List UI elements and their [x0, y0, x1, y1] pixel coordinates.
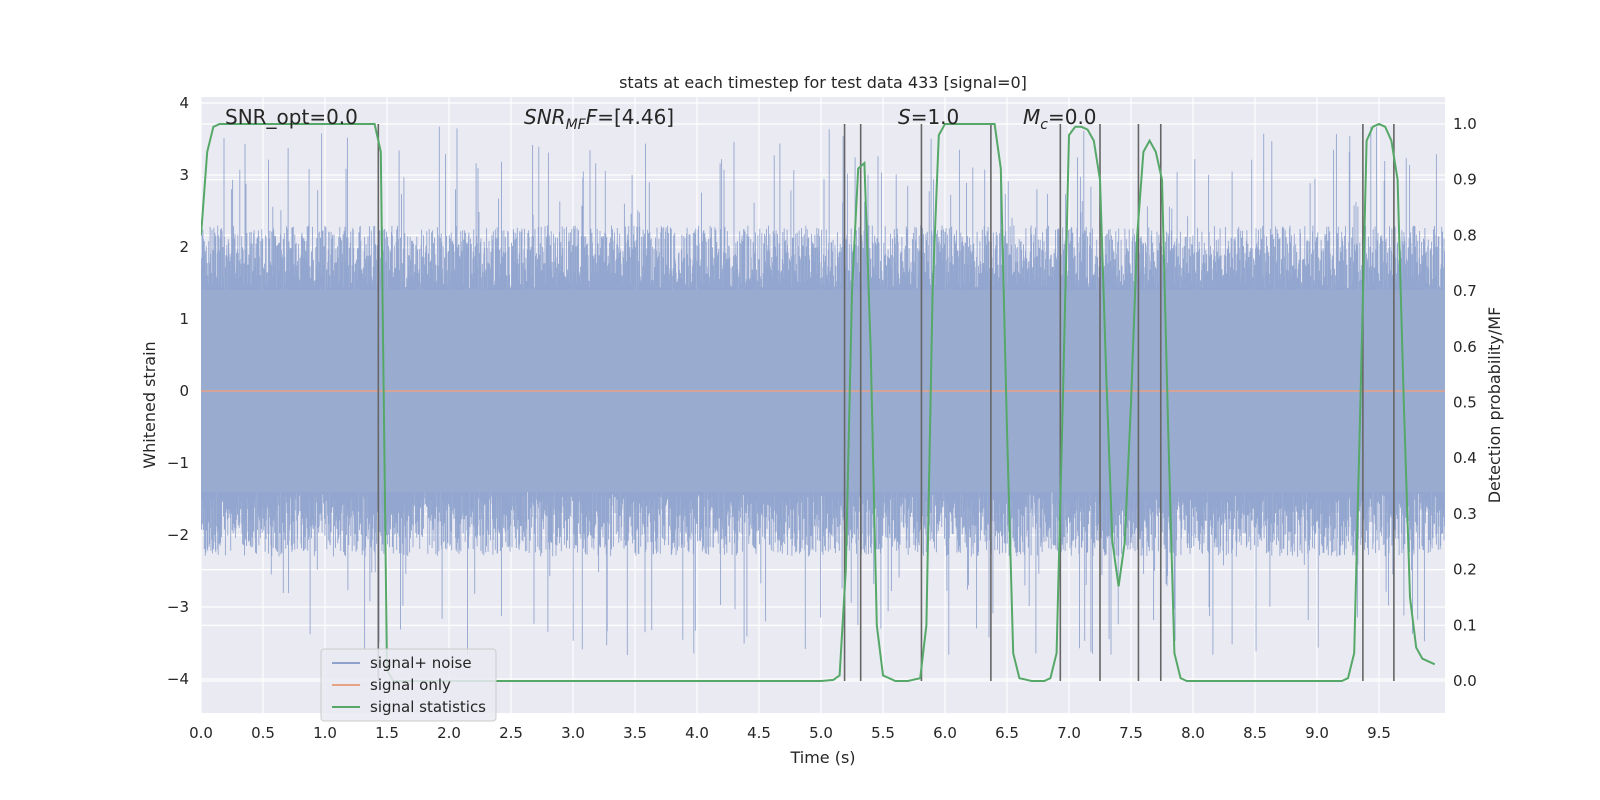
x-tick-label: 4.0 [685, 724, 709, 742]
legend-label-signal-only: signal only [370, 676, 451, 694]
y2-tick-label: 0.8 [1453, 226, 1477, 244]
y-tick-label: −2 [167, 526, 189, 544]
annotation-mc-sub: c [1040, 117, 1048, 133]
x-tick-label: 5.0 [809, 724, 833, 742]
chart-title: stats at each timestep for test data 433… [619, 73, 1027, 92]
y-tick-label: −4 [167, 670, 189, 688]
x-tick-label: 9.5 [1367, 724, 1391, 742]
y2-tick-label: 1.0 [1453, 115, 1477, 133]
annotation-snr-mf-sub: MF [566, 117, 587, 133]
annotation-snr-mf-value: =[4.46] [597, 105, 674, 129]
x-axis-ticks: 0.0 0.5 1.0 1.5 2.0 2.5 3.0 3.5 4.0 4.5 5.0 5.5 6.0 6… [189, 724, 1391, 742]
y2-tick-label: 0.7 [1453, 282, 1477, 300]
legend-box [320, 648, 497, 722]
y-tick-label: 3 [179, 166, 189, 184]
x-tick-label: 0.0 [189, 724, 213, 742]
annotation-snr-mf: SNRMFF=[4.46] [524, 105, 674, 133]
x-tick-label: 2.5 [499, 724, 523, 742]
y-tick-label: −3 [167, 598, 189, 616]
y2-tick-label: 0.3 [1453, 505, 1477, 523]
annotation-snr-mf-name: SNR [524, 105, 566, 129]
x-axis-label: Time (s) [789, 748, 855, 767]
y2-tick-label: 0.9 [1453, 171, 1477, 189]
y-tick-label: −1 [167, 454, 189, 472]
x-tick-label: 5.5 [871, 724, 895, 742]
annotation-snr-opt: SNR_opt=0.0 [225, 105, 358, 129]
y-tick-label: 2 [179, 238, 189, 256]
y-tick-label: 4 [179, 94, 189, 112]
x-tick-label: 8.5 [1243, 724, 1267, 742]
x-tick-label: 0.5 [251, 724, 275, 742]
x-tick-label: 6.0 [933, 724, 957, 742]
legend-label-noise: signal+ noise [370, 654, 472, 672]
annotation-snr-mf-f: F [586, 105, 598, 129]
x-tick-label: 8.0 [1181, 724, 1205, 742]
y2-tick-label: 0.6 [1453, 338, 1477, 356]
annotation-s: S=1.0 [898, 105, 959, 129]
x-tick-label: 2.0 [437, 724, 461, 742]
x-tick-label: 1.5 [375, 724, 399, 742]
detection-vlines [377, 124, 1395, 681]
annotation-s-name: S [898, 105, 911, 129]
annotations: SNR_opt=0.0 SNRMFF=[4.46] S=1.0 Mc=0.0 [225, 105, 1097, 133]
y2-tick-label: 0.5 [1453, 394, 1477, 412]
y-tick-label: 0 [179, 382, 189, 400]
y-axis-label: Whitened strain [140, 341, 159, 468]
y2-tick-label: 0.0 [1453, 672, 1477, 690]
y2-tick-label: 0.2 [1453, 561, 1477, 579]
x-tick-label: 7.0 [1057, 724, 1081, 742]
x-tick-label: 3.5 [623, 724, 647, 742]
annotation-mc: Mc=0.0 [1023, 105, 1097, 133]
y-tick-label: 1 [179, 310, 189, 328]
y2-axis-label: Detection probability/MF [1485, 307, 1504, 504]
y2-tick-label: 0.1 [1453, 616, 1477, 634]
legend-label-statistics: signal statistics [370, 698, 486, 716]
signal-statistics-series [201, 122, 1436, 682]
y2-tick-label: 0.4 [1453, 449, 1477, 467]
y-axis-ticks: 4 3 2 1 0 −1 −2 −3 −4 [167, 94, 189, 688]
annotation-mc-value: =0.0 [1048, 105, 1097, 129]
x-tick-label: 9.0 [1305, 724, 1329, 742]
x-tick-label: 4.5 [747, 724, 771, 742]
annotation-mc-name: M [1023, 105, 1040, 129]
annotation-s-value: =1.0 [911, 105, 960, 129]
x-tick-label: 6.5 [995, 724, 1019, 742]
x-tick-label: 7.5 [1119, 724, 1143, 742]
legend: signal+ noise signal only signal statist… [320, 648, 497, 722]
x-tick-label: 1.0 [313, 724, 337, 742]
x-tick-label: 3.0 [561, 724, 585, 742]
y2-axis-ticks: 1.0 0.9 0.8 0.7 0.6 0.5 0.4 0.3 0.2 0.1 0.0 [1453, 115, 1477, 690]
